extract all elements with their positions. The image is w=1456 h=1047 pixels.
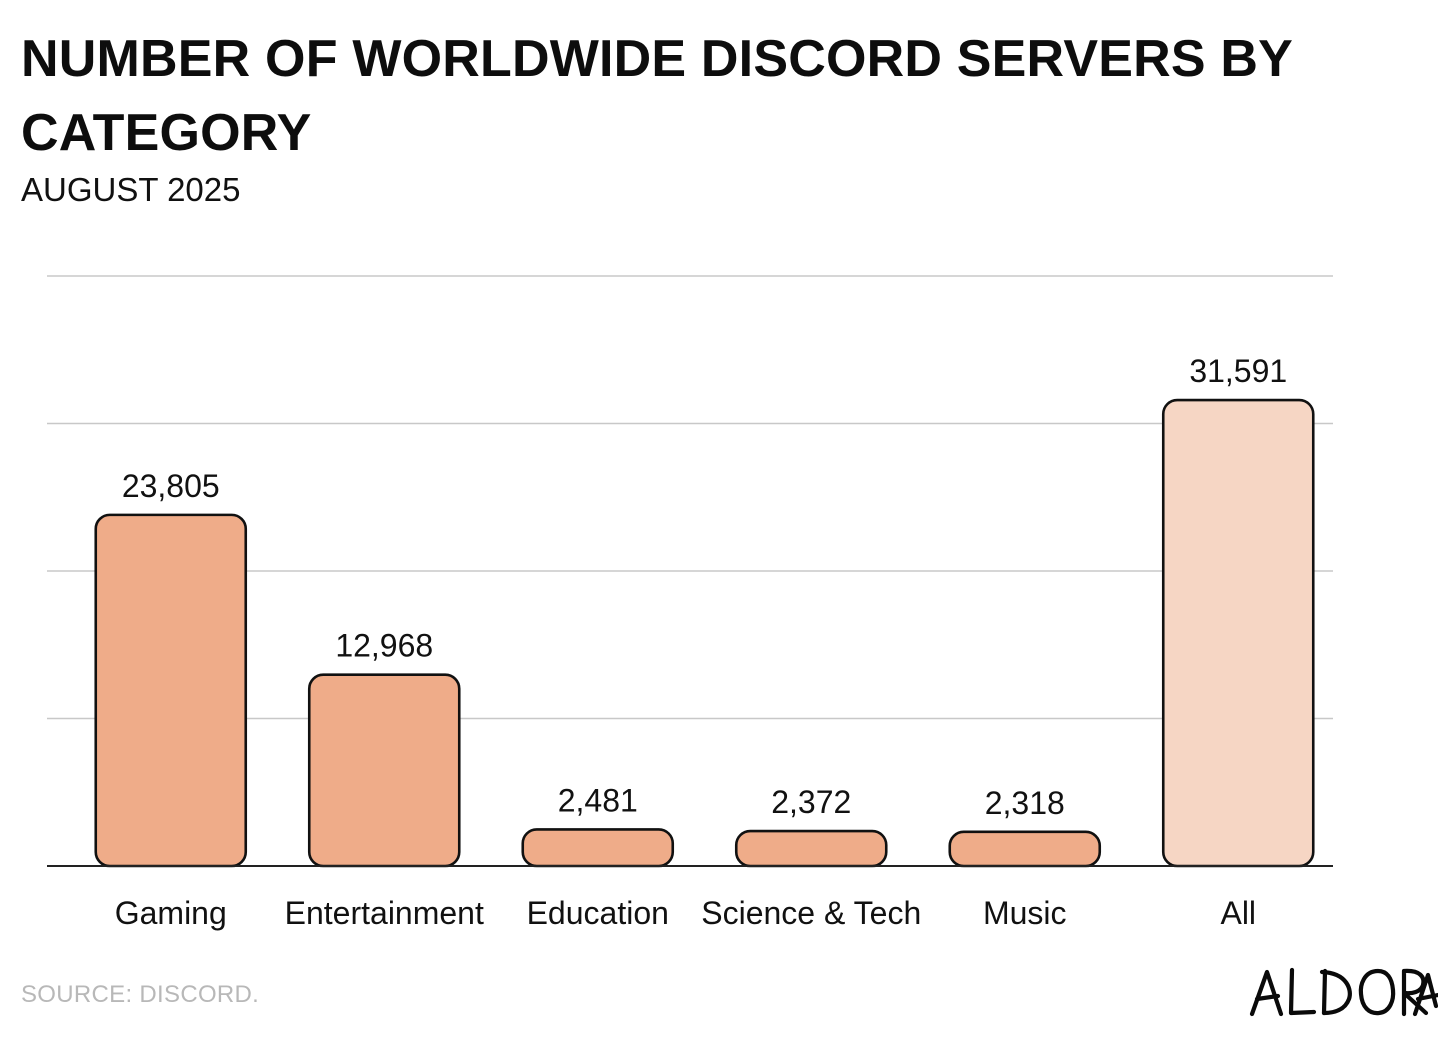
bar-value-label-5: 31,591 [1189, 353, 1287, 389]
bar-value-label-0: 23,805 [122, 468, 220, 504]
bar-5 [1161, 398, 1315, 868]
bar-3 [734, 829, 888, 868]
category-label-0: Gaming [115, 895, 227, 931]
bar-value-label-3: 2,372 [771, 784, 851, 820]
category-label-2: Education [527, 895, 669, 931]
category-label-5: All [1220, 895, 1256, 931]
category-label-3: Science & Tech [701, 895, 921, 931]
bar-2 [521, 828, 675, 868]
source-note: SOURCE: DISCORD. [21, 981, 260, 1008]
category-label-4: Music [983, 895, 1067, 931]
bar-4 [948, 830, 1102, 868]
brand-logo [1249, 967, 1438, 1017]
chart-subtitle: AUGUST 2025 [21, 171, 241, 208]
bar-value-label-2: 2,481 [558, 782, 638, 818]
bar-0 [94, 513, 248, 868]
bar-1 [307, 673, 461, 868]
category-label-1: Entertainment [285, 895, 484, 931]
bar-value-label-4: 2,318 [985, 785, 1065, 821]
chart-title: NUMBER OF WORLDWIDE DISCORD SERVERS BY C… [21, 30, 1293, 162]
bar-value-label-1: 12,968 [335, 628, 433, 664]
